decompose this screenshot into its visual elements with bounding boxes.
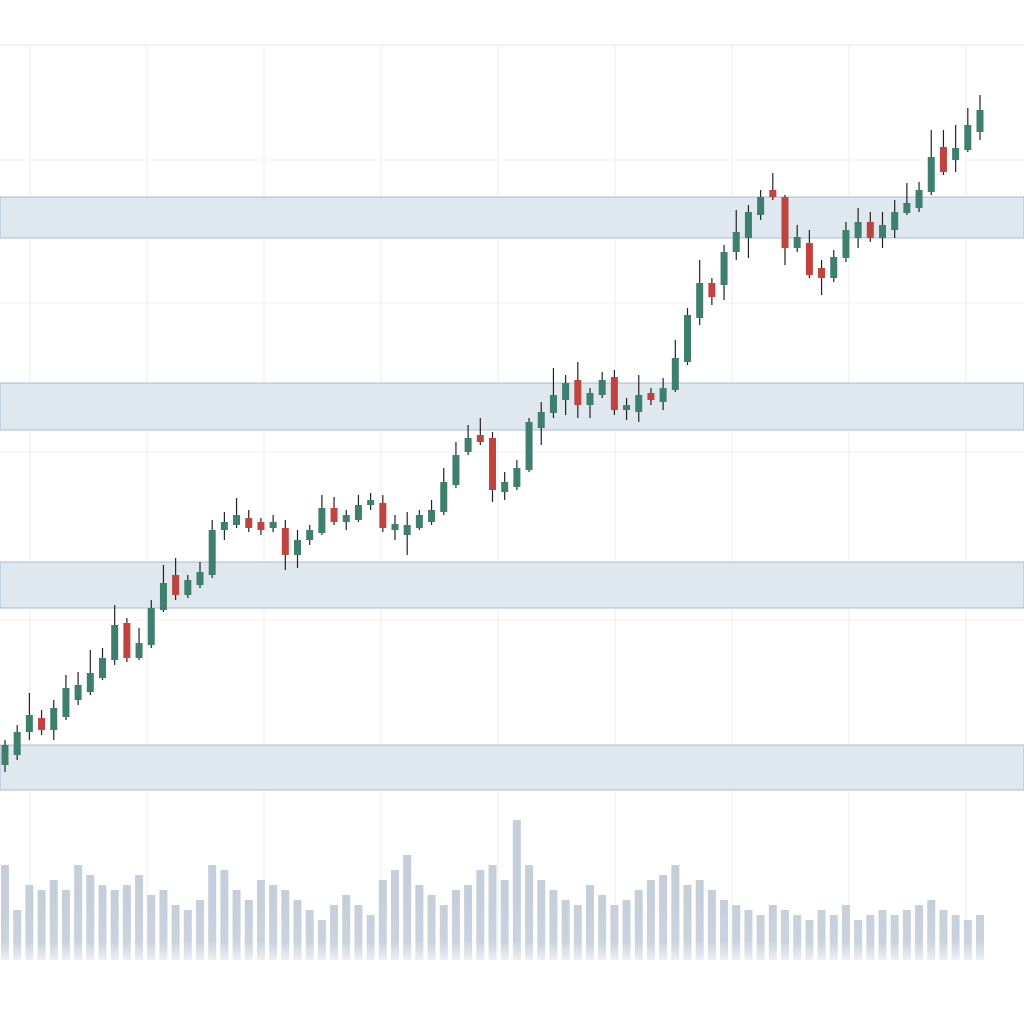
candle-body: [842, 230, 850, 258]
zone: [0, 561, 1024, 609]
candle-body: [757, 197, 765, 215]
candle-body: [123, 623, 131, 658]
candle-body: [86, 673, 94, 692]
candle-body: [501, 482, 509, 492]
candle-body: [598, 380, 606, 395]
candle-body: [50, 708, 58, 730]
candle-body: [744, 212, 752, 238]
candle-body: [391, 524, 399, 530]
candle-body: [903, 203, 911, 213]
candle-body: [964, 125, 972, 150]
candle-body: [781, 197, 789, 248]
candle-body: [830, 257, 838, 278]
candle-body: [489, 438, 496, 490]
candle-body: [793, 237, 801, 248]
candle-body: [99, 658, 106, 678]
candle-body: [147, 608, 155, 645]
candle-body: [220, 522, 228, 530]
candle-body: [13, 732, 21, 755]
candle-body: [196, 572, 204, 585]
candle-body: [939, 147, 947, 172]
candle-body: [720, 252, 728, 285]
candle-body: [379, 503, 387, 528]
candle-body: [891, 212, 899, 230]
candle-body: [769, 190, 777, 197]
candle-body: [464, 438, 472, 452]
candle-body: [647, 393, 655, 400]
candle-body: [952, 148, 960, 160]
candle-body: [440, 482, 448, 512]
candles: [1, 95, 984, 772]
candle-body: [281, 528, 289, 555]
candle-body: [866, 222, 874, 238]
candle-body: [403, 525, 411, 535]
candle-body: [367, 500, 375, 505]
zones: [0, 196, 1024, 791]
candle-body: [684, 315, 691, 362]
candle-body: [854, 222, 862, 238]
zone: [0, 382, 1024, 431]
candle-body: [269, 522, 277, 528]
candle-body: [818, 268, 826, 278]
candle-body: [74, 685, 82, 700]
zone: [0, 744, 1024, 791]
candle-body: [208, 530, 216, 575]
candle-body: [38, 718, 46, 730]
candle-body: [257, 522, 265, 530]
zone: [0, 196, 1024, 239]
candle-body: [562, 383, 570, 400]
candle-body: [318, 508, 326, 533]
candle-body: [635, 395, 643, 412]
candle-body: [62, 688, 70, 717]
candle-body: [879, 225, 886, 238]
candle-body: [927, 157, 935, 192]
candle-body: [415, 515, 423, 528]
candle-body: [549, 395, 557, 413]
candle-body: [294, 540, 301, 555]
candle-body: [574, 380, 582, 405]
candle-body: [537, 412, 545, 428]
candle-body: [671, 358, 679, 390]
candle-body: [805, 243, 813, 275]
candle-body: [915, 190, 923, 208]
candle-body: [623, 405, 631, 410]
candle-body: [525, 422, 533, 470]
candle-body: [330, 508, 338, 522]
candle-body: [732, 232, 740, 252]
candle-body: [476, 435, 484, 442]
candle-body: [111, 625, 119, 660]
candle-body: [245, 518, 253, 528]
candle-body: [1, 745, 9, 765]
candle-body: [428, 510, 436, 522]
candle-body: [354, 505, 362, 520]
candle-body: [306, 530, 314, 540]
candle-body: [172, 575, 180, 595]
candle-body: [696, 283, 704, 318]
candle-body: [452, 455, 460, 485]
candle-body: [25, 715, 33, 732]
volume-fade: [0, 900, 1024, 970]
candle-body: [159, 583, 167, 610]
candle-body: [342, 515, 350, 522]
candle-body: [708, 283, 716, 297]
candle-body: [610, 377, 618, 410]
candle-body: [233, 515, 241, 525]
candle-body: [184, 580, 192, 595]
candle-body: [586, 393, 594, 405]
candle-body: [135, 643, 143, 658]
candle-body: [659, 388, 667, 402]
candle-body: [513, 468, 521, 487]
volume-bar: [512, 820, 521, 960]
candle-body: [976, 110, 984, 132]
